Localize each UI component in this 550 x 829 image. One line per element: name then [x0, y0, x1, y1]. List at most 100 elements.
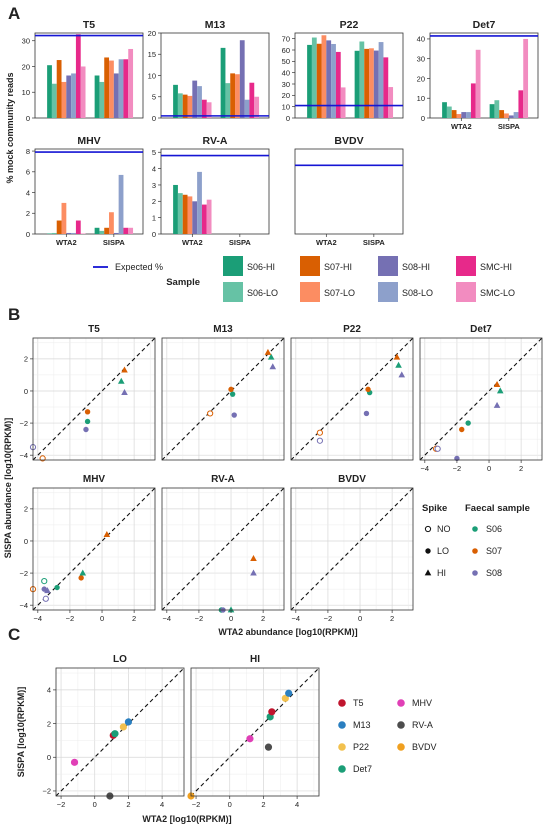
bar-smc-hi: [201, 204, 207, 234]
identity-line: [161, 487, 285, 611]
bar-s06-lo: [177, 193, 183, 234]
legend-faecal-label: S07: [486, 546, 502, 556]
legend-virus-label: BVDV: [412, 742, 437, 752]
legend-virus-dot-det7: [338, 765, 346, 773]
y-tick-label: 5: [152, 93, 156, 102]
legend-samples: Expected %Sample S06-HI S07-HI S08-HI SMC-HI…: [93, 256, 515, 302]
y-tick-label: 2: [152, 197, 156, 206]
bar-s06-hi: [173, 184, 178, 234]
x-tick-label: WTA2: [182, 238, 203, 247]
bar-s07-hi: [364, 48, 370, 118]
point-lo: [425, 548, 431, 554]
facet-title: HI: [250, 654, 260, 665]
scatter-facet-rv-a: RV-A −4 −2 0 2: [161, 474, 285, 623]
y-tick-label: 0: [26, 230, 30, 239]
y-tick-label: 10: [22, 88, 30, 97]
bar-s07-lo: [504, 113, 509, 118]
point-lo: [363, 410, 370, 417]
point-hi: [250, 569, 257, 576]
legend-item-label: SMC-LO: [480, 288, 515, 298]
facet-title: M13: [205, 19, 226, 31]
legend-faecal-dot-s08: [472, 570, 478, 576]
legend-swatch-smc-hi: [456, 256, 476, 276]
point-det7: [111, 730, 119, 738]
facet-title: BVDV: [334, 135, 363, 147]
facet-title: LO: [113, 654, 127, 665]
bar-s06-hi: [94, 75, 100, 118]
legend-virus-label: RV-A: [412, 720, 433, 730]
y-tick-label: 20: [22, 62, 30, 71]
y-tick-label: 0: [47, 753, 51, 762]
bar-s06-lo: [51, 83, 57, 118]
x-tick-label: WTA2: [451, 122, 472, 131]
bar-s07-lo: [109, 60, 114, 118]
y-tick-label: 10: [417, 94, 425, 103]
y-tick-label: 2: [47, 719, 51, 728]
x-tick-label: 2: [126, 800, 130, 809]
bar-s06-lo: [51, 232, 57, 234]
x-tick-label: 0: [100, 614, 104, 623]
bar-s08-lo: [513, 112, 519, 118]
identity-line: [32, 487, 156, 611]
bar-smc-lo: [475, 49, 481, 119]
point-hi: [267, 353, 275, 360]
x-tick-label: 4: [295, 800, 299, 809]
bar-s08-lo: [197, 171, 202, 234]
legend-item-label: S08-HI: [402, 262, 430, 272]
bar-s06-hi: [173, 84, 178, 118]
bar-s06-hi: [442, 102, 447, 118]
x-tick-label: SISPA: [363, 238, 386, 247]
scatter-facet-det7: Det7 −4 −2 0 2: [419, 324, 543, 473]
bar-facet-bvdv: BVDV WTA2 SISPA: [294, 135, 404, 247]
bar-smc-lo: [523, 38, 529, 118]
point-p22: [281, 694, 289, 702]
facet-background: [56, 668, 184, 796]
panel-letter-c: C: [8, 625, 20, 644]
bar-s07-hi: [230, 73, 236, 118]
bar-s06-hi: [94, 227, 100, 234]
scatter-facet-mhv: MHV −4 −2 0 2 −4 −2 0 2: [19, 474, 156, 623]
x-tick-label: −2: [324, 614, 333, 623]
x-tick-label: −2: [192, 800, 201, 809]
bar-s07-hi: [104, 57, 110, 118]
panel-b-y-axis-label: SISPA abundance [log10(RPKM)]: [3, 418, 13, 559]
panel-letter-b: B: [8, 305, 20, 324]
y-tick-label: 40: [282, 68, 290, 77]
bar-s07-lo: [235, 74, 240, 118]
bar-s08-lo: [466, 112, 471, 118]
legend-viruses: T5 MHV M13 RV-A P22 BVDV Det7: [338, 698, 437, 774]
x-tick-label: 2: [261, 614, 265, 623]
bar-s08-lo: [118, 59, 124, 118]
bar-s07-hi: [451, 110, 457, 118]
point-p22: [119, 723, 127, 731]
bar-smc-lo: [80, 66, 86, 118]
y-tick-label: 15: [148, 50, 156, 59]
point-m13: [285, 689, 293, 697]
x-tick-label: 2: [132, 614, 136, 623]
legend-item-label: S08-LO: [402, 288, 433, 298]
bar-s06-lo: [446, 106, 452, 118]
facet-title: M13: [213, 324, 233, 335]
point-rv-a: [264, 743, 273, 751]
y-tick-label: −2: [19, 419, 28, 428]
point-no: [434, 445, 441, 452]
x-tick-label: 0: [93, 800, 97, 809]
bar-s08-lo: [118, 174, 124, 234]
y-tick-label: 4: [26, 188, 30, 197]
scatter-facet-hi: HI −2 0 2 4: [187, 654, 320, 809]
panel-c-y-axis-label: SISPA [log10(RPKM)]: [16, 687, 26, 778]
point-hi: [496, 387, 504, 394]
bar-s06-hi: [47, 65, 52, 118]
bar-s07-hi: [182, 94, 188, 118]
x-tick-label: WTA2: [316, 238, 337, 247]
bar-s08-hi: [461, 112, 467, 118]
panel-b-x-axis-label: WTA2 abundance [log10(RPKM)]: [218, 627, 357, 637]
facet-frame: [294, 148, 404, 235]
point-no: [316, 429, 323, 436]
bar-smc-hi: [75, 34, 81, 118]
y-tick-label: 20: [148, 29, 156, 38]
x-tick-label: 0: [229, 614, 233, 623]
point-lo: [84, 409, 91, 415]
x-tick-label: −4: [292, 614, 301, 623]
